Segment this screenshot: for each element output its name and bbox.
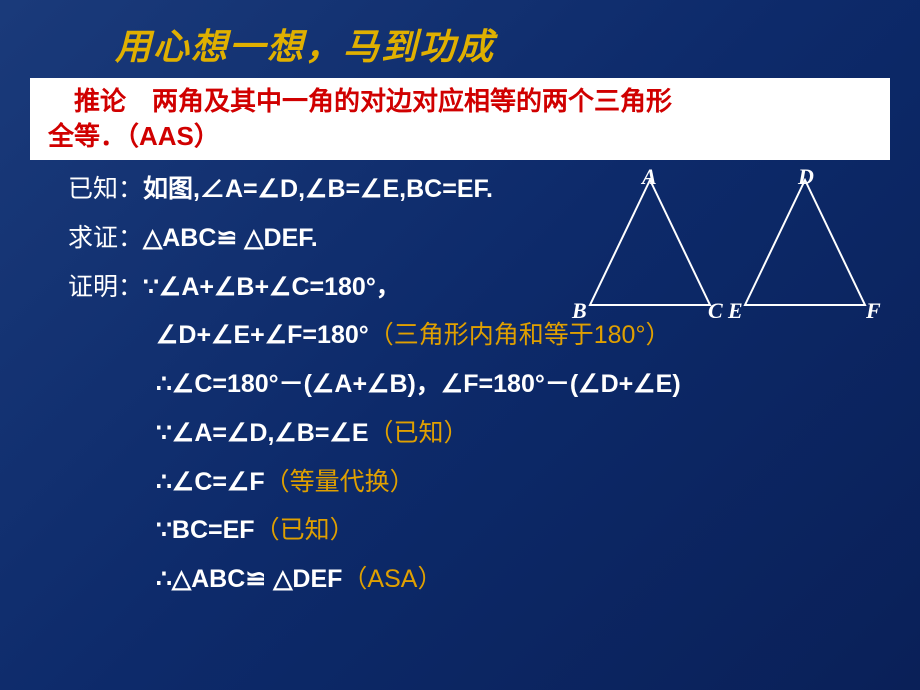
label-a: A <box>642 164 657 190</box>
theorem-line1: 推论 两角及其中一角的对边对应相等的两个三角形 <box>48 84 880 119</box>
prove-label: 求证： <box>68 224 143 252</box>
triangle-diagram: A B C D E F <box>580 170 890 330</box>
step-1: ∵∠A+∠B+∠C=180°， <box>143 273 401 301</box>
label-e: E <box>728 298 743 324</box>
step-7a: ∴△ABC≌ △DEF <box>156 565 342 593</box>
step-4-reason: （已知） <box>369 419 469 447</box>
slide-title: 用心想一想，马到功成 <box>0 0 920 78</box>
given-label: 已知： <box>68 175 143 203</box>
label-d: D <box>798 164 814 190</box>
triangle-abc <box>590 180 710 305</box>
theorem-box: 推论 两角及其中一角的对边对应相等的两个三角形 全等．（AAS） <box>30 78 890 160</box>
step-7-reason: （ASA） <box>342 565 442 593</box>
step-6a: ∵BC=EF <box>156 516 255 544</box>
step-3: ∴∠C=180°－(∠A+∠B)，∠F=180°－(∠D+∠E) <box>68 365 920 404</box>
step-6-reason: （已知） <box>255 516 355 544</box>
step-4a: ∵∠A=∠D,∠B=∠E <box>156 419 369 447</box>
theorem-line2: 全等．（AAS） <box>48 119 880 154</box>
step-5-reason: （等量代换） <box>265 468 415 496</box>
given-text: 如图,∠A=∠D,∠B=∠E,BC=EF. <box>143 175 493 203</box>
prove-text: △ABC≌ △DEF. <box>143 224 318 252</box>
step-5a: ∴∠C=∠F <box>156 468 265 496</box>
label-b: B <box>572 298 587 324</box>
triangle-def <box>745 180 865 305</box>
proof-label: 证明： <box>68 273 143 301</box>
step-2a: ∠D+∠E+∠F=180° <box>156 321 369 349</box>
label-c: C <box>708 298 723 324</box>
label-f: F <box>866 298 881 324</box>
